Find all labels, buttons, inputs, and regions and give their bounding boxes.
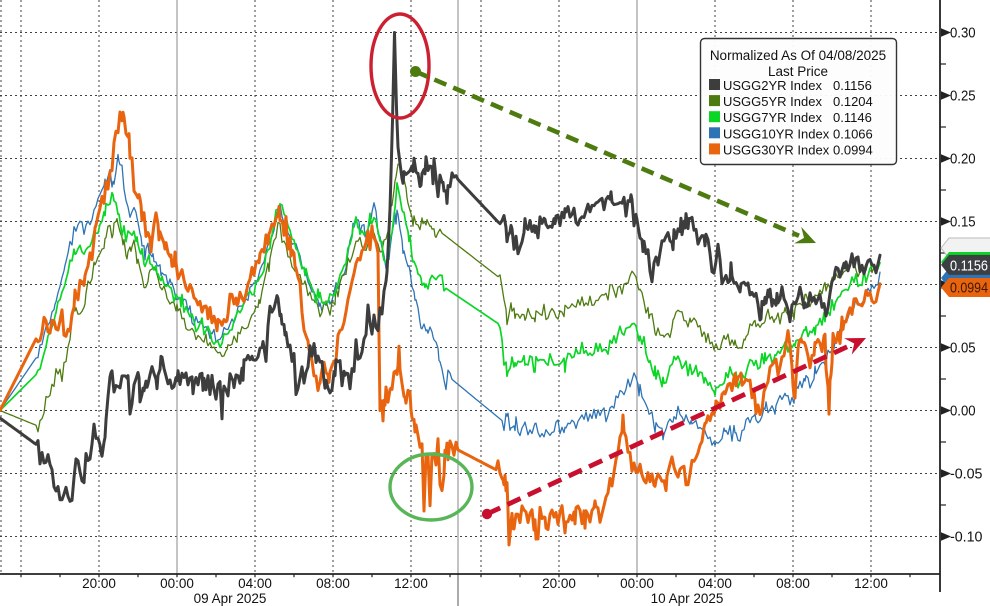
svg-text:-0.05: -0.05 <box>950 467 983 483</box>
svg-text:12:00: 12:00 <box>854 576 888 591</box>
svg-text:04:00: 04:00 <box>698 576 732 591</box>
svg-text:08:00: 08:00 <box>776 576 810 591</box>
svg-text:0.0994: 0.0994 <box>833 142 873 157</box>
svg-text:00:00: 00:00 <box>160 576 194 591</box>
svg-text:USGG5YR Index: USGG5YR Index <box>723 94 822 109</box>
svg-text:00:00: 00:00 <box>620 576 654 591</box>
svg-text:USGG30YR Index: USGG30YR Index <box>723 142 830 157</box>
svg-text:10 Apr 2025: 10 Apr 2025 <box>651 591 724 606</box>
svg-text:0.1156: 0.1156 <box>833 78 872 93</box>
svg-text:0.30: 0.30 <box>950 26 976 42</box>
svg-text:Normalized As Of 04/08/2025: Normalized As Of 04/08/2025 <box>710 48 886 63</box>
svg-text:04:00: 04:00 <box>238 576 272 591</box>
svg-text:08:00: 08:00 <box>316 576 350 591</box>
svg-text:0.1146: 0.1146 <box>833 110 872 125</box>
svg-text:0.1204: 0.1204 <box>833 94 873 109</box>
svg-text:-0.10: -0.10 <box>950 530 983 546</box>
svg-text:0.25: 0.25 <box>950 89 976 105</box>
svg-text:0.1156: 0.1156 <box>950 258 988 275</box>
svg-text:20:00: 20:00 <box>82 576 116 591</box>
svg-text:09 Apr 2025: 09 Apr 2025 <box>194 591 267 606</box>
svg-text:USGG7YR Index: USGG7YR Index <box>723 110 822 125</box>
svg-text:USGG2YR Index: USGG2YR Index <box>723 78 822 93</box>
svg-text:0.0994: 0.0994 <box>950 280 988 297</box>
svg-text:Last Price: Last Price <box>768 64 828 79</box>
svg-text:20:00: 20:00 <box>542 576 576 591</box>
svg-text:USGG10YR Index: USGG10YR Index <box>723 126 830 141</box>
svg-text:0.15: 0.15 <box>950 215 976 231</box>
svg-text:0.20: 0.20 <box>950 152 976 168</box>
svg-text:0.1066: 0.1066 <box>833 126 873 141</box>
svg-text:12:00: 12:00 <box>394 576 428 591</box>
svg-text:0.05: 0.05 <box>950 341 976 357</box>
svg-text:0.00: 0.00 <box>950 404 976 420</box>
